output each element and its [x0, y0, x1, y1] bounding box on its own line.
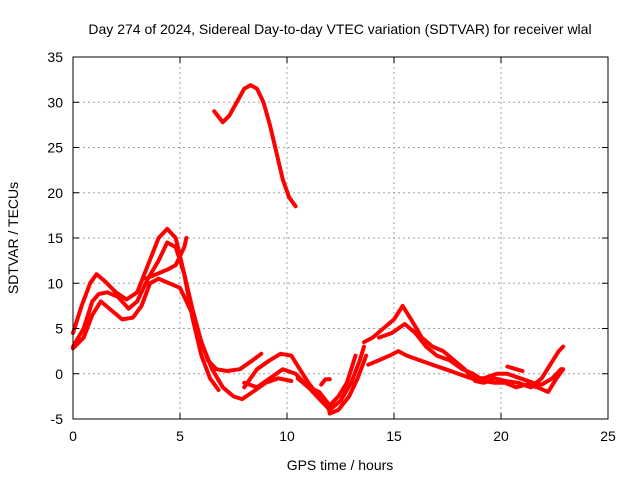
grid-lines	[73, 57, 608, 419]
x-tick-label: 5	[176, 428, 184, 444]
series-arc-5	[212, 83, 298, 209]
y-tick-label: 5	[55, 321, 63, 337]
axis-ticks: 0 5 10 15 20 25 -5 0 5 10 15 20 25 30 35	[47, 49, 616, 444]
series-arc-9	[319, 377, 332, 387]
y-tick-label: 30	[47, 94, 63, 110]
x-axis-label: GPS time / hours	[287, 457, 394, 473]
series-arc-6	[242, 351, 358, 408]
chart-title: Day 274 of 2024, Sidereal Day-to-day VTE…	[88, 21, 591, 37]
series-arc-3	[71, 226, 221, 392]
y-tick-label: 25	[47, 140, 63, 156]
y-tick-label: 15	[47, 230, 63, 246]
data-series	[71, 83, 566, 416]
series-arc-8	[295, 353, 369, 416]
series-arc-2	[71, 276, 294, 402]
y-tick-label: 35	[47, 49, 63, 65]
x-tick-label: 15	[386, 428, 402, 444]
x-tick-label: 10	[279, 428, 295, 444]
y-tick-label: 0	[55, 366, 63, 382]
y-tick-label: -5	[51, 411, 64, 427]
y-tick-label: 10	[47, 275, 63, 291]
x-tick-label: 25	[600, 428, 616, 444]
x-tick-label: 20	[493, 428, 509, 444]
series-arc-4	[143, 236, 189, 281]
series-arc-11	[366, 349, 566, 387]
series-arc-13	[505, 364, 525, 373]
series-arc-12	[377, 322, 566, 394]
x-tick-label: 0	[69, 428, 77, 444]
series-arc-1	[71, 240, 264, 373]
y-axis-label: SDTVAR / TECUs	[5, 182, 21, 294]
series-arc-7	[242, 344, 366, 412]
y-tick-label: 20	[47, 185, 63, 201]
